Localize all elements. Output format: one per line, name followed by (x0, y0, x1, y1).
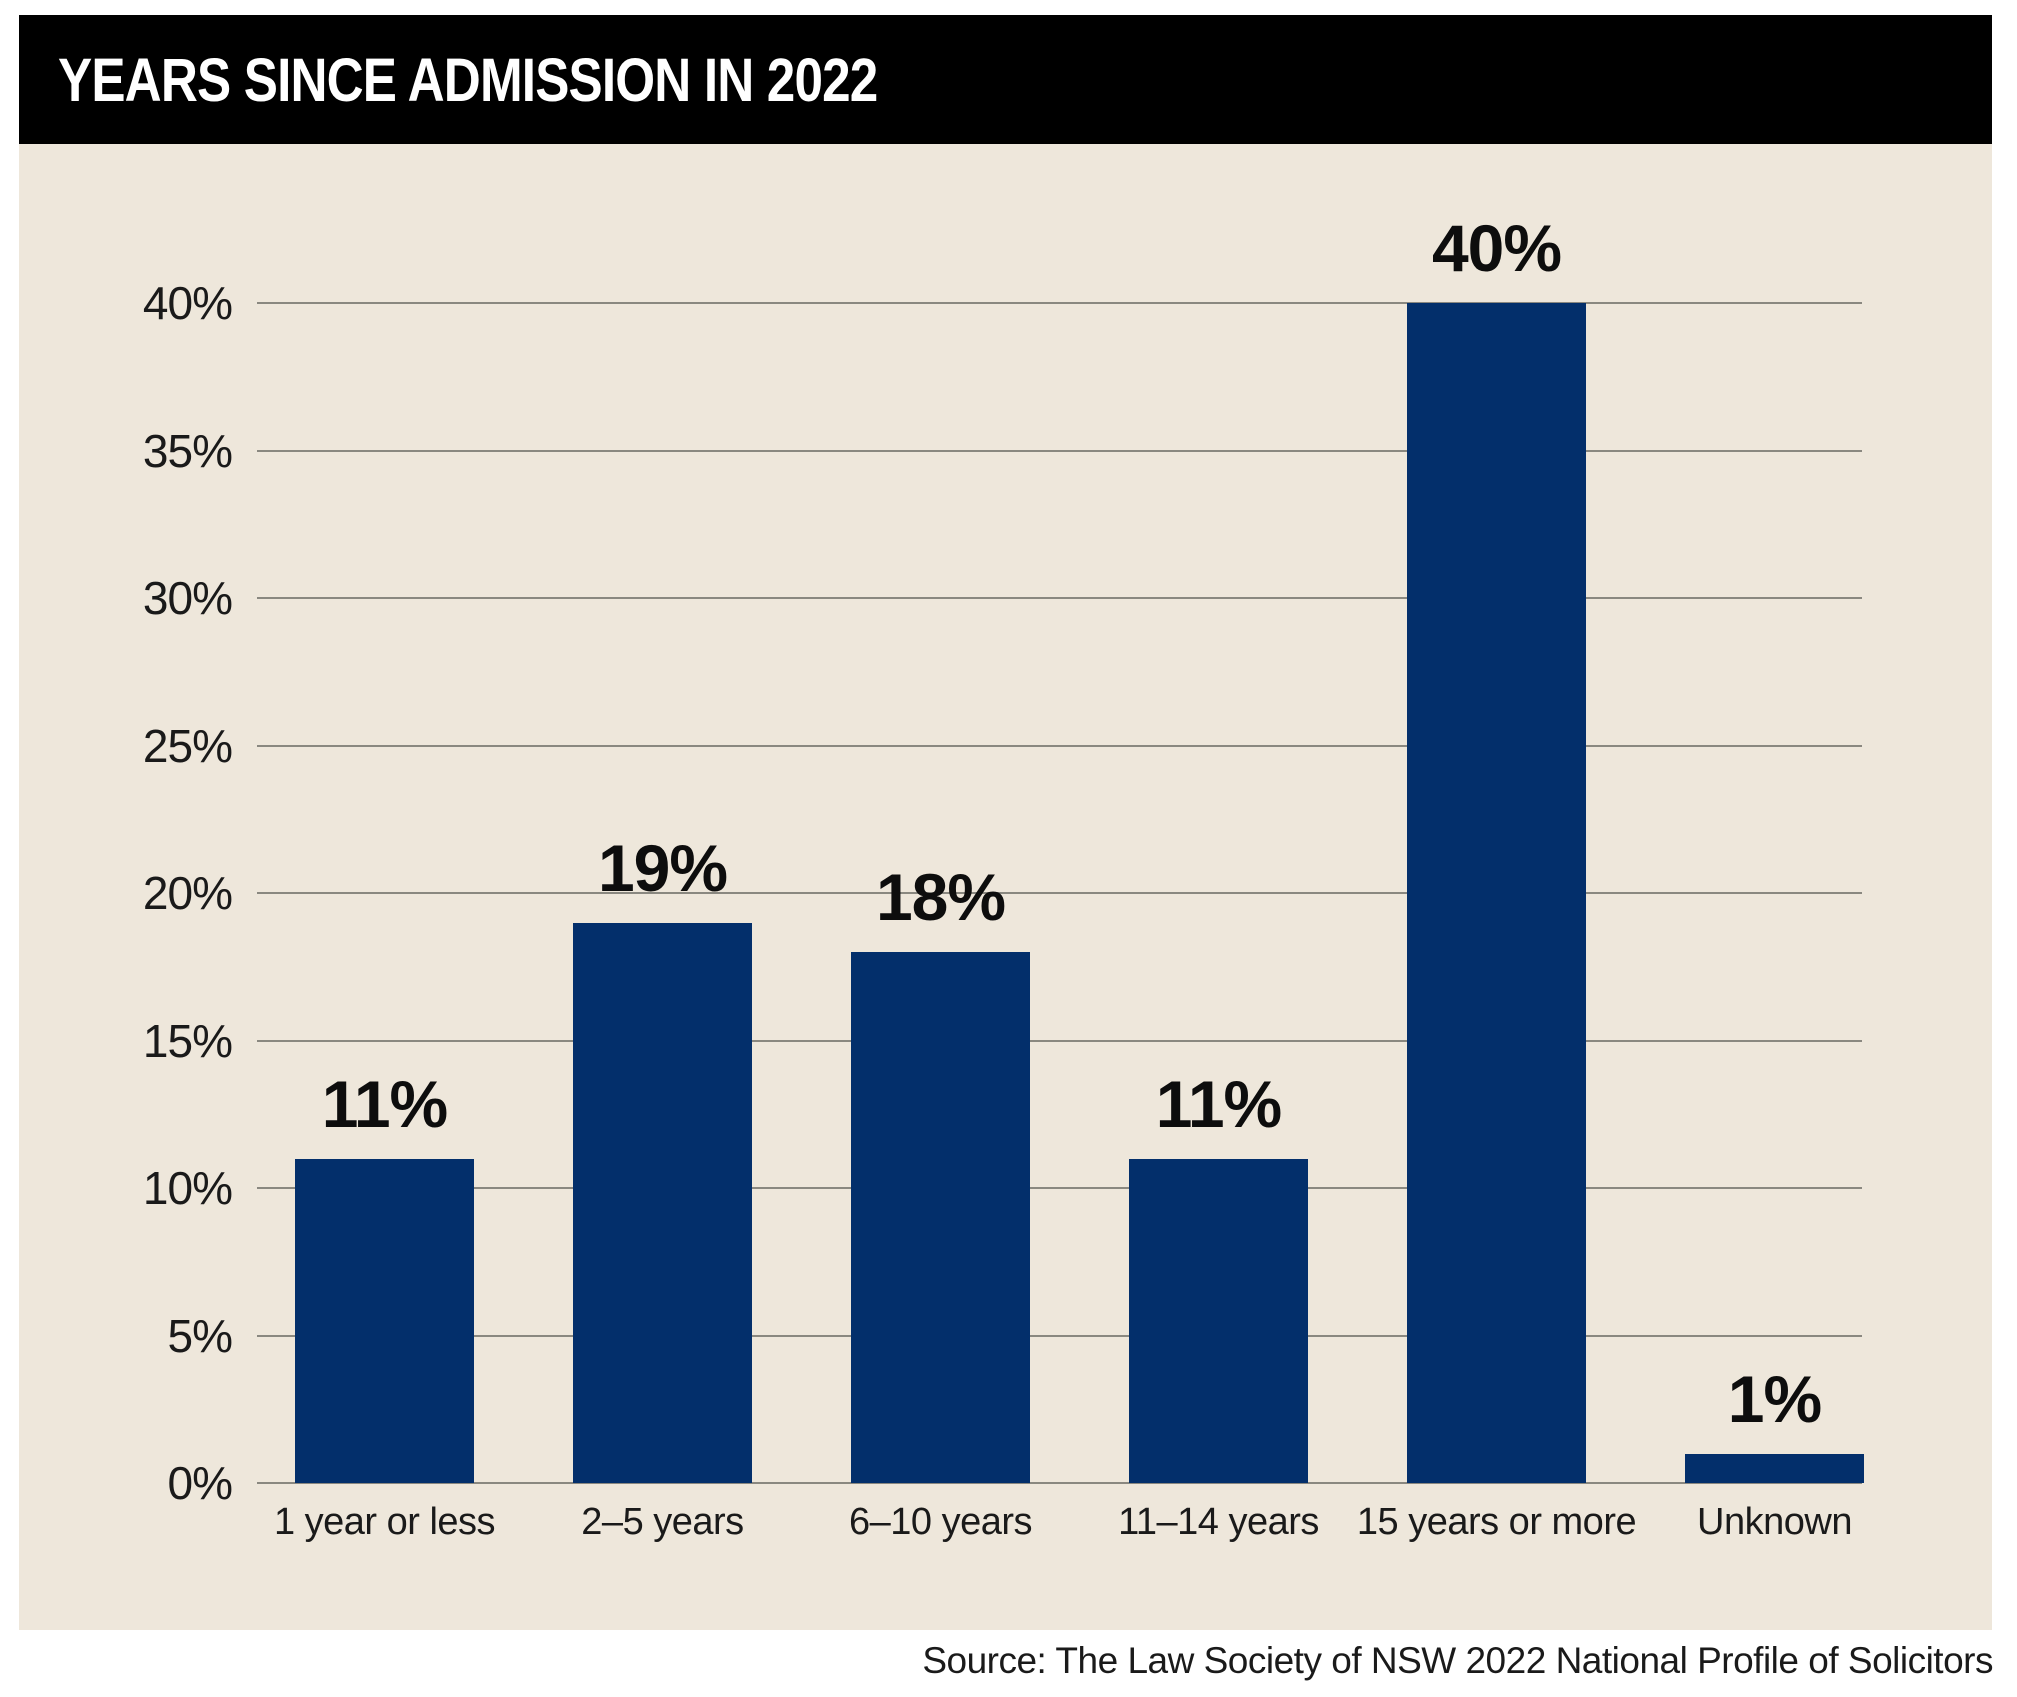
gridline-15% (257, 1039, 1862, 1042)
x-category-label: 2–5 years (581, 1501, 744, 1543)
value-label: 11% (1155, 1066, 1282, 1141)
value-label: 11% (321, 1066, 448, 1141)
gridline-10% (257, 1187, 1862, 1189)
chart-header-bar: YEARS SINCE ADMISSION IN 2022 (19, 15, 1992, 144)
gridline-0% (257, 1482, 1862, 1484)
y-tick-label: 15% (142, 1014, 233, 1067)
bar-15 years or more (1407, 303, 1586, 1483)
y-tick-label: 0% (167, 1457, 233, 1509)
gridline-40% (257, 302, 1862, 304)
x-category-label: 15 years or more (1356, 1501, 1637, 1543)
source-attribution: Source: The Law Society of NSW 2022 Nati… (922, 1640, 1993, 1681)
gridline-30% (257, 597, 1862, 599)
y-tick-label: 20% (142, 867, 233, 919)
x-category-label: Unknown (1697, 1501, 1852, 1543)
y-tick-label: 25% (142, 719, 233, 772)
bar-Unknown (1685, 1453, 1864, 1483)
x-category-label: 1 year or less (273, 1501, 496, 1543)
plot-panel: 0% 5% 10% 15% 20% 25% 30% 35% 40% 11% 1 year or le… (19, 144, 1992, 1630)
bar-2–5 years (573, 922, 752, 1483)
y-tick-label: 40% (142, 277, 233, 329)
y-tick-label: 10% (142, 1162, 233, 1214)
bar-11–14 years (1129, 1158, 1308, 1483)
value-label: 19% (597, 830, 728, 905)
gridline-25% (257, 744, 1862, 747)
x-category-label: 11–14 years (1118, 1501, 1319, 1543)
y-tick-label: 35% (142, 424, 233, 477)
chart-title: YEARS SINCE ADMISSION IN 2022 (58, 45, 878, 114)
gridline-5% (257, 1334, 1862, 1337)
bar-1 year or less (295, 1158, 474, 1483)
value-label: 40% (1431, 211, 1562, 285)
value-label: 1% (1727, 1361, 1822, 1436)
value-label: 18% (875, 860, 1006, 934)
y-tick-label: 5% (167, 1309, 233, 1362)
bar-6–10 years (851, 952, 1030, 1483)
x-category-label: 6–10 years (848, 1501, 1033, 1543)
y-tick-label: 30% (142, 572, 233, 624)
gridline-20% (257, 892, 1862, 894)
gridline-35% (257, 449, 1862, 452)
